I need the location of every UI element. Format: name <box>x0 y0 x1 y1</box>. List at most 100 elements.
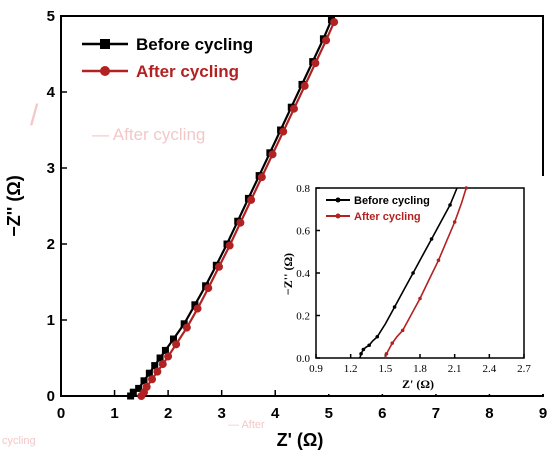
data-point-after <box>204 284 213 293</box>
inset-plot-background <box>282 176 544 394</box>
data-point-after <box>225 241 234 250</box>
inset-x-tick-label: 2.7 <box>517 363 531 375</box>
inset-data-point-after <box>418 296 422 301</box>
svg-text:cycling: cycling <box>2 435 36 447</box>
main-x-tick-label: 9 <box>539 405 547 422</box>
inset-data-point-after <box>390 341 395 345</box>
inset-y-tick-label: 0.8 <box>296 183 310 195</box>
inset-data-point-before <box>361 347 366 352</box>
data-point-after <box>182 323 191 332</box>
main-x-tick-label: 7 <box>432 405 440 422</box>
main-y-tick-label: 2 <box>47 236 55 253</box>
main-x-tick-label: 4 <box>271 405 280 422</box>
main-x-tick-label: 0 <box>57 405 65 422</box>
inset-x-tick-label: 1.8 <box>413 363 427 375</box>
inset-series-line-after <box>384 187 467 359</box>
inset-legend: Before cycling After cycling <box>326 195 430 223</box>
data-point-after <box>148 375 157 384</box>
data-point-after <box>257 173 266 182</box>
inset-x-ticks: 0.9 1.2 1.5 1.8 2.1 2.4 2.7 <box>309 354 531 375</box>
data-point-before <box>169 335 177 343</box>
inset-legend-marker-after <box>335 213 341 219</box>
main-legend: Before cycling After cycling <box>82 35 253 81</box>
main-x-tick-label: 1 <box>110 405 118 422</box>
inset-y-tick-label: 0.6 <box>296 226 310 238</box>
inset-x-tick-label: 2.1 <box>448 363 462 375</box>
data-point-before <box>151 362 159 370</box>
main-series <box>127 16 339 400</box>
main-y-axis-label: −Z'' (Ω) <box>4 175 24 237</box>
svg-text:— After: — After <box>228 419 265 431</box>
data-point-after <box>142 382 151 391</box>
data-point-after <box>172 340 181 349</box>
inset-y-ticks: 0.0 0.2 0.4 0.6 0.8 <box>296 183 320 365</box>
main-plot: 0 1 2 3 4 5 6 7 8 9 0 1 2 3 4 5 Z' (Ω) −Z'' (Ω) Before… <box>4 8 547 450</box>
inset-legend-label-after: After cycling <box>354 211 421 223</box>
legend-marker-before <box>100 39 110 49</box>
data-point-before <box>191 301 199 309</box>
svg-text:— After cycling: — After cycling <box>92 125 205 144</box>
main-y-tick-label: 0 <box>47 388 55 405</box>
data-point-before <box>127 392 135 400</box>
data-point-after <box>193 304 202 313</box>
data-point-before <box>180 320 188 328</box>
inset-data-point-before <box>448 203 452 207</box>
main-y-tick-label: 4 <box>47 84 56 101</box>
data-point-after <box>300 81 309 90</box>
data-point-after <box>247 195 256 204</box>
data-point-after <box>279 127 288 136</box>
inset-series <box>359 186 469 359</box>
inset-data-point-before <box>429 237 434 241</box>
data-point-after <box>214 262 223 271</box>
legend-label-after: After cycling <box>136 62 239 81</box>
inset-x-axis-label: Z' (Ω) <box>402 377 434 391</box>
inset-data-point-before <box>392 305 397 309</box>
main-x-axis-label: Z' (Ω) <box>277 430 324 450</box>
data-point-after <box>164 352 173 361</box>
inset-data-point-after <box>452 220 457 224</box>
legend-marker-after <box>100 66 110 76</box>
main-x-tick-label: 3 <box>217 405 225 422</box>
main-y-tick-label: 1 <box>47 312 55 329</box>
main-x-tick-label: 5 <box>325 405 333 422</box>
inset-data-point-after <box>400 328 405 333</box>
inset-data-point-after <box>384 351 389 356</box>
data-point-before <box>145 369 153 377</box>
data-point-after <box>289 104 298 113</box>
inset-data-point-before <box>375 334 380 339</box>
svg-text:/: / <box>30 99 39 132</box>
data-point-after <box>153 367 162 376</box>
inset-x-tick-label: 1.2 <box>344 363 358 375</box>
inset-plot: 0.9 1.2 1.5 1.8 2.1 2.4 2.7 0.0 0.2 0.4 0.6 0.8 Z'… <box>281 176 544 394</box>
data-point-after <box>311 59 320 68</box>
inset-y-tick-label: 0.2 <box>296 311 310 323</box>
data-point-after <box>236 218 245 227</box>
main-x-tick-label: 8 <box>485 405 493 422</box>
inset-legend-marker-before <box>335 197 341 203</box>
inset-x-tick-label: 2.4 <box>482 363 496 375</box>
background-artifacts: — After cycling / cycling — After <box>2 99 265 447</box>
data-point-before <box>156 354 164 362</box>
data-point-after <box>330 18 339 27</box>
main-x-tick-label: 2 <box>164 405 172 422</box>
data-point-before <box>129 388 137 396</box>
data-point-after <box>158 360 167 369</box>
main-y-tick-label: 5 <box>47 8 55 25</box>
inset-x-tick-label: 1.5 <box>378 363 392 375</box>
inset-data-point-after <box>436 258 441 263</box>
data-point-before <box>140 377 148 385</box>
inset-y-tick-label: 0.0 <box>296 353 310 365</box>
inset-x-tick-label: 0.9 <box>309 363 323 375</box>
inset-data-point-after <box>464 186 469 190</box>
inset-legend-label-before: Before cycling <box>354 195 430 207</box>
main-y-ticks: 0 1 2 3 4 5 <box>47 8 67 405</box>
legend-label-before: Before cycling <box>136 35 253 54</box>
data-point-after <box>268 150 277 159</box>
data-point-before <box>135 384 143 392</box>
inset-data-point-before <box>411 271 415 275</box>
main-x-tick-label: 6 <box>378 405 386 422</box>
inset-y-axis-label: −Z'' (Ω) <box>281 253 295 295</box>
main-y-tick-label: 3 <box>47 160 55 177</box>
inset-y-tick-label: 0.4 <box>296 268 310 280</box>
